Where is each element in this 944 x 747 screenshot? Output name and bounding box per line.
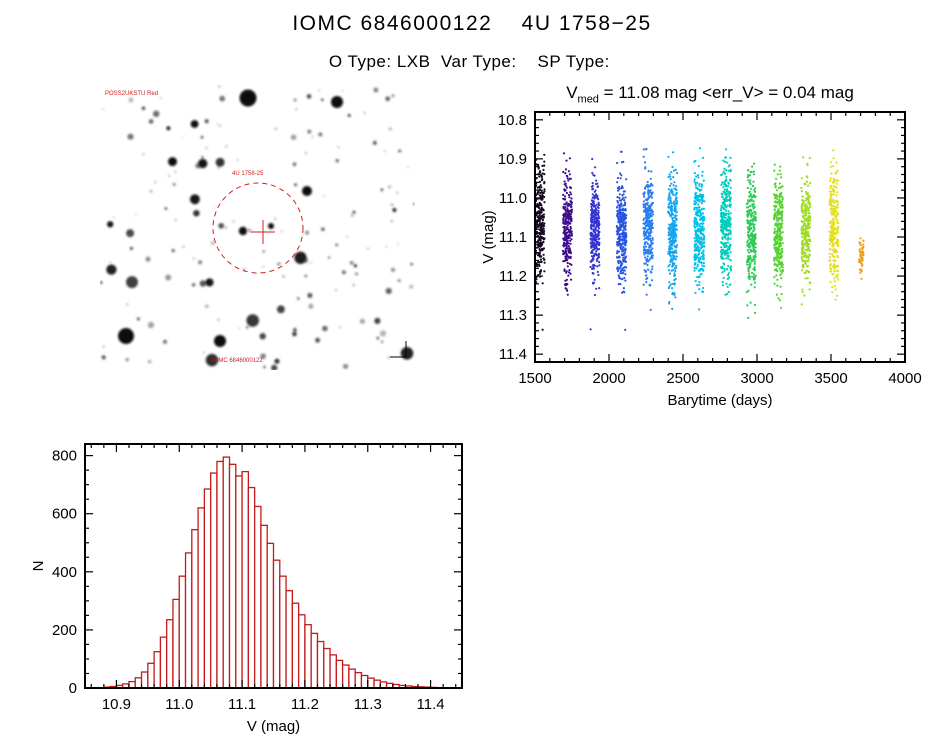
svg-text:2500: 2500 bbox=[666, 370, 699, 387]
source-marker: POSS2UKSTU Red 4U 1758-25 IOMC 6846000122 bbox=[105, 91, 304, 364]
scatter-title-rest: = 11.08 mag <err_V> = 0.04 mag bbox=[598, 83, 854, 102]
svg-text:4000: 4000 bbox=[888, 370, 921, 387]
star-field bbox=[100, 85, 415, 370]
fc-label-center: 4U 1758-25 bbox=[232, 171, 264, 177]
x-axis-label: Barytime (days) bbox=[667, 392, 772, 409]
svg-text:11.4: 11.4 bbox=[417, 696, 445, 713]
svg-text:11.0: 11.0 bbox=[165, 696, 193, 713]
svg-text:3500: 3500 bbox=[814, 370, 847, 387]
page-title: IOMC 6846000122 4U 1758−25 bbox=[292, 12, 652, 35]
svg-text:11.3: 11.3 bbox=[354, 696, 382, 713]
svg-text:800: 800 bbox=[52, 448, 77, 465]
svg-text:10.9: 10.9 bbox=[498, 151, 527, 168]
svg-text:10.8: 10.8 bbox=[498, 112, 527, 129]
y-axis-label: V (mag) bbox=[480, 210, 497, 263]
svg-text:11.2: 11.2 bbox=[499, 268, 527, 285]
x-axis-label: V (mag) bbox=[247, 718, 300, 735]
sky-background bbox=[100, 85, 415, 370]
tick-labels: 10.9 11.0 11.1 11.2 11.3 11.4 0 200 400 600 800 V (… bbox=[30, 448, 445, 735]
lightcurve-scatter: 1500 2000 2500 3000 3500 4000 10.8 10.9 11.0 11.1… bbox=[480, 111, 922, 409]
svg-text:11.0: 11.0 bbox=[499, 190, 527, 207]
source-circle bbox=[212, 182, 304, 274]
svg-text:11.2: 11.2 bbox=[291, 696, 319, 713]
axis-frame bbox=[84, 443, 463, 689]
data-points bbox=[534, 147, 865, 331]
svg-text:11.1: 11.1 bbox=[499, 229, 527, 246]
scatter-title: Vmed = 11.08 mag <err_V> = 0.04 mag bbox=[480, 83, 940, 105]
tick-marks bbox=[534, 111, 906, 363]
scatter-title-v: V bbox=[566, 83, 578, 102]
finding-chart: POSS2UKSTU Red 4U 1758-25 IOMC 6846000122 bbox=[100, 85, 415, 370]
svg-text:11.3: 11.3 bbox=[499, 307, 527, 324]
tick-marks bbox=[85, 444, 462, 689]
svg-text:2000: 2000 bbox=[592, 370, 625, 387]
magnitude-histogram: 10.9 11.0 11.1 11.2 11.3 11.4 0 200 400 600 800 V (… bbox=[30, 443, 463, 735]
svg-text:0: 0 bbox=[69, 680, 77, 697]
page-subtitle: O Type: LXB Var Type: SP Type: bbox=[328, 52, 616, 71]
svg-text:3000: 3000 bbox=[740, 370, 773, 387]
histogram-bars bbox=[103, 456, 438, 689]
svg-text:400: 400 bbox=[52, 564, 77, 581]
svg-text:600: 600 bbox=[52, 506, 77, 523]
svg-text:1500: 1500 bbox=[518, 370, 551, 387]
svg-text:11.1: 11.1 bbox=[228, 696, 256, 713]
fc-label-bottom: IOMC 6846000122 bbox=[212, 358, 263, 364]
scatter-title-sub: med bbox=[577, 93, 599, 106]
svg-text:10.9: 10.9 bbox=[102, 696, 131, 713]
orientation-mark bbox=[390, 341, 407, 358]
y-axis-label: N bbox=[30, 561, 47, 572]
axis-frame bbox=[534, 111, 906, 363]
svg-text:11.4: 11.4 bbox=[499, 346, 527, 363]
tick-labels: 1500 2000 2500 3000 3500 4000 10.8 10.9 11.0 11.1… bbox=[480, 112, 922, 409]
svg-text:200: 200 bbox=[52, 622, 77, 639]
fc-label-top-left: POSS2UKSTU Red bbox=[105, 91, 158, 97]
